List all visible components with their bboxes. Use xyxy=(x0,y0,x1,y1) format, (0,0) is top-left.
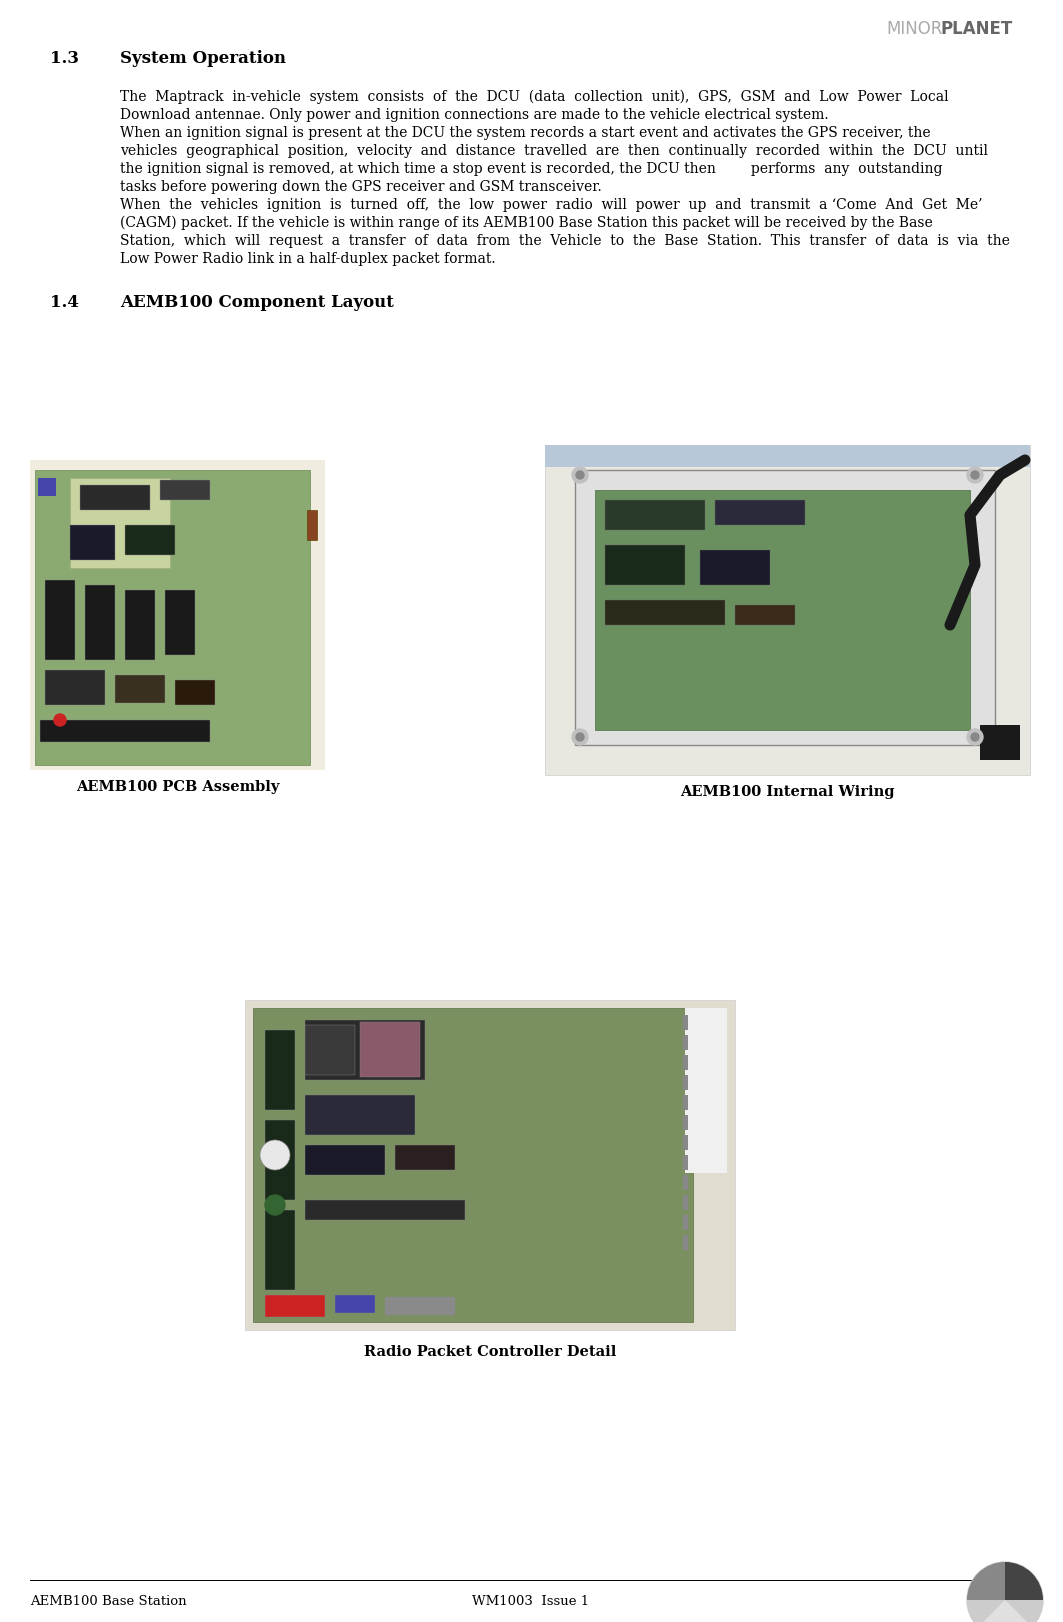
Text: WM1003  Issue 1: WM1003 Issue 1 xyxy=(472,1594,590,1607)
Circle shape xyxy=(54,714,66,727)
Circle shape xyxy=(576,733,584,741)
FancyBboxPatch shape xyxy=(360,1022,420,1077)
Circle shape xyxy=(572,467,588,483)
Circle shape xyxy=(971,733,979,741)
FancyBboxPatch shape xyxy=(85,586,115,660)
FancyBboxPatch shape xyxy=(684,1075,688,1090)
Text: AEMB100 Component Layout: AEMB100 Component Layout xyxy=(120,294,394,311)
FancyBboxPatch shape xyxy=(265,1121,296,1200)
Text: When an ignition signal is present at the DCU the system records a start event a: When an ignition signal is present at th… xyxy=(120,127,930,139)
FancyBboxPatch shape xyxy=(38,478,56,496)
Text: MINOR: MINOR xyxy=(885,19,943,37)
FancyBboxPatch shape xyxy=(253,1007,693,1322)
Wedge shape xyxy=(978,1599,1032,1622)
FancyBboxPatch shape xyxy=(684,1095,688,1109)
FancyBboxPatch shape xyxy=(70,478,170,568)
Circle shape xyxy=(967,467,983,483)
FancyBboxPatch shape xyxy=(605,545,685,586)
FancyBboxPatch shape xyxy=(35,470,310,766)
Wedge shape xyxy=(967,1562,1005,1599)
FancyBboxPatch shape xyxy=(305,1020,425,1080)
Text: 1.3: 1.3 xyxy=(50,50,79,67)
FancyBboxPatch shape xyxy=(684,1035,688,1049)
Text: Download antennae. Only power and ignition connections are made to the vehicle e: Download antennae. Only power and igniti… xyxy=(120,109,829,122)
FancyBboxPatch shape xyxy=(575,470,995,744)
FancyBboxPatch shape xyxy=(735,605,795,624)
FancyBboxPatch shape xyxy=(701,550,770,586)
FancyBboxPatch shape xyxy=(385,1298,455,1315)
FancyBboxPatch shape xyxy=(165,590,195,655)
Text: 1.4: 1.4 xyxy=(50,294,79,311)
FancyBboxPatch shape xyxy=(545,444,1030,467)
FancyBboxPatch shape xyxy=(161,480,210,500)
FancyBboxPatch shape xyxy=(684,1234,688,1251)
Circle shape xyxy=(971,470,979,478)
FancyBboxPatch shape xyxy=(305,1095,415,1135)
Text: Radio Packet Controller Detail: Radio Packet Controller Detail xyxy=(364,1345,617,1359)
Text: Low Power Radio link in a half-duplex packet format.: Low Power Radio link in a half-duplex pa… xyxy=(120,251,495,266)
Wedge shape xyxy=(1005,1562,1043,1599)
FancyBboxPatch shape xyxy=(125,526,175,555)
FancyBboxPatch shape xyxy=(40,720,210,741)
FancyBboxPatch shape xyxy=(265,1294,325,1317)
FancyBboxPatch shape xyxy=(307,509,317,540)
Text: the ignition signal is removed, at which time a stop event is recorded, the DCU : the ignition signal is removed, at which… xyxy=(120,162,943,177)
FancyBboxPatch shape xyxy=(545,444,1030,775)
FancyBboxPatch shape xyxy=(305,1145,385,1174)
FancyBboxPatch shape xyxy=(605,600,725,624)
Text: When  the  vehicles  ignition  is  turned  off,  the  low  power  radio  will  p: When the vehicles ignition is turned off… xyxy=(120,198,982,212)
FancyBboxPatch shape xyxy=(305,1025,355,1075)
FancyBboxPatch shape xyxy=(684,1114,688,1131)
FancyBboxPatch shape xyxy=(335,1294,375,1312)
FancyBboxPatch shape xyxy=(265,1030,296,1109)
Circle shape xyxy=(576,470,584,478)
FancyBboxPatch shape xyxy=(684,1054,688,1071)
FancyBboxPatch shape xyxy=(305,1200,465,1220)
FancyBboxPatch shape xyxy=(395,1145,455,1169)
FancyBboxPatch shape xyxy=(684,1174,688,1191)
FancyBboxPatch shape xyxy=(684,1195,688,1210)
FancyBboxPatch shape xyxy=(265,1210,296,1289)
Text: vehicles  geographical  position,  velocity  and  distance  travelled  are  then: vehicles geographical position, velocity… xyxy=(120,144,988,157)
Text: Station,  which  will  request  a  transfer  of  data  from  the  Vehicle  to  t: Station, which will request a transfer o… xyxy=(120,234,1010,248)
Text: PLANET: PLANET xyxy=(940,19,1012,37)
FancyBboxPatch shape xyxy=(115,675,165,702)
Text: AEMB100 Base Station: AEMB100 Base Station xyxy=(30,1594,187,1607)
FancyBboxPatch shape xyxy=(244,1001,735,1330)
FancyBboxPatch shape xyxy=(45,670,105,706)
Text: AEMB100 Internal Wiring: AEMB100 Internal Wiring xyxy=(680,785,895,800)
Circle shape xyxy=(260,1140,290,1169)
FancyBboxPatch shape xyxy=(80,485,150,509)
Circle shape xyxy=(967,1562,1043,1622)
Text: tasks before powering down the GPS receiver and GSM transceiver.: tasks before powering down the GPS recei… xyxy=(120,180,602,195)
FancyBboxPatch shape xyxy=(684,1015,688,1030)
FancyBboxPatch shape xyxy=(175,680,215,706)
FancyBboxPatch shape xyxy=(684,1215,688,1229)
Circle shape xyxy=(967,728,983,744)
Text: The  Maptrack  in-vehicle  system  consists  of  the  DCU  (data  collection  un: The Maptrack in-vehicle system consists … xyxy=(120,89,948,104)
FancyBboxPatch shape xyxy=(605,500,705,530)
Circle shape xyxy=(572,728,588,744)
Text: (CAGM) packet. If the vehicle is within range of its AEMB100 Base Station this p: (CAGM) packet. If the vehicle is within … xyxy=(120,216,932,230)
FancyBboxPatch shape xyxy=(684,1155,688,1169)
Text: AEMB100 PCB Assembly: AEMB100 PCB Assembly xyxy=(75,780,280,795)
Circle shape xyxy=(265,1195,285,1215)
FancyBboxPatch shape xyxy=(595,490,971,730)
FancyBboxPatch shape xyxy=(685,1007,727,1173)
FancyBboxPatch shape xyxy=(684,1135,688,1150)
Text: System Operation: System Operation xyxy=(120,50,286,67)
FancyBboxPatch shape xyxy=(980,725,1020,761)
FancyBboxPatch shape xyxy=(125,590,155,660)
FancyBboxPatch shape xyxy=(45,581,75,660)
FancyBboxPatch shape xyxy=(70,526,115,560)
FancyBboxPatch shape xyxy=(715,500,805,526)
FancyBboxPatch shape xyxy=(30,461,325,770)
